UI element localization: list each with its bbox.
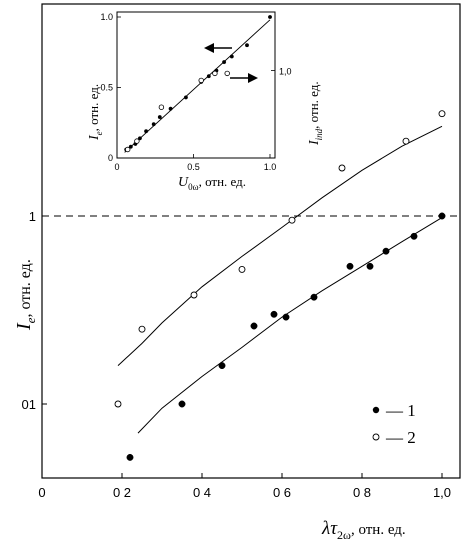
main-x-axis-symbol: λτ xyxy=(321,518,338,539)
data-point-series-1 xyxy=(126,453,134,461)
inset-fit-line xyxy=(124,19,271,153)
inset-x-axis-unit: , отн. ед. xyxy=(199,174,246,189)
main-y-axis-unit: , отн. ед. xyxy=(17,259,34,317)
inset-data-point-series-1 xyxy=(128,144,133,149)
inset-chart: 0 0.5 1.0 00.51.0 1,0 U0ω, отн. ед. Ie, от… xyxy=(86,11,324,192)
legend-label-2: — 2 xyxy=(385,428,416,447)
main-y-axis-title: Ie, отн. ед. xyxy=(13,259,38,331)
inset-x-axis-subscript: 0ω xyxy=(188,182,199,192)
legend: — 1 — 2 xyxy=(372,401,416,447)
data-point-series-2 xyxy=(438,110,446,118)
inset-data-point-series-2 xyxy=(158,104,165,110)
main-x-axis-title: λτ2ω, отн. ед. xyxy=(321,518,406,541)
main-fit-curves xyxy=(117,125,443,434)
main-data-points xyxy=(114,110,446,461)
inset-y-tick-label: 0.5 xyxy=(100,83,113,93)
data-point-series-1 xyxy=(178,400,186,408)
inset-data-point-series-1 xyxy=(151,122,156,127)
inset-data-point-series-1 xyxy=(268,15,272,19)
data-point-series-1 xyxy=(270,310,278,318)
inset-plot-frame xyxy=(116,11,276,159)
inset-data-point-series-2 xyxy=(212,70,218,77)
x-tick-label: 0 4 xyxy=(193,485,211,500)
data-point-series-1 xyxy=(438,212,446,220)
data-point-series-2 xyxy=(190,291,198,299)
inset-data-point-series-1 xyxy=(245,43,249,48)
x-tick-label: 0 2 xyxy=(113,485,131,500)
x-tick-label: 1,0 xyxy=(433,485,451,500)
arrow-right-icon xyxy=(230,73,258,83)
x-tick-label: 0 8 xyxy=(353,485,371,500)
inset-x-axis-symbol: U xyxy=(178,175,189,190)
data-point-series-2 xyxy=(114,400,122,408)
y-tick-label: 01 xyxy=(22,397,36,412)
inset-data-point-series-1 xyxy=(229,54,234,59)
arrow-left-icon xyxy=(204,43,232,53)
main-y-axis-subscript: e xyxy=(23,317,38,323)
inset-y-left-unit: , отн. ед. xyxy=(86,84,101,131)
y-tick-label: 1 xyxy=(29,209,36,224)
inset-y-right-symbol: I xyxy=(307,139,322,146)
inset-x-tick-label: 0 xyxy=(114,162,119,172)
inset-x-tick-label: 1.0 xyxy=(264,162,277,172)
legend-marker-1 xyxy=(372,406,380,414)
inset-x-axis-title: U0ω, отн. ед. xyxy=(178,174,246,192)
legend-label-1: — 1 xyxy=(385,401,416,420)
inset-y-axis-title-left: Ie, отн. ед. xyxy=(86,84,104,141)
inset-data-point-series-2 xyxy=(134,138,140,144)
inset-y-right-tick-label: 1,0 xyxy=(279,67,292,77)
inset-data-point-series-1 xyxy=(157,115,162,120)
inset-data-points xyxy=(124,15,272,153)
inset-y-axis-title-right: Iind, отн. ед. xyxy=(306,81,324,146)
inset-y-left-symbol: I xyxy=(87,134,102,141)
data-point-series-2 xyxy=(138,325,146,333)
x-tick-label: 0 6 xyxy=(273,485,291,500)
inset-y-ticks-left: 0 0.5 1.0 xyxy=(100,12,121,163)
main-x-axis-unit: , отн. ед. xyxy=(351,522,406,538)
data-point-series-1 xyxy=(410,232,418,240)
main-plot-frame xyxy=(41,3,461,479)
data-point-series-2 xyxy=(238,265,246,273)
inset-data-point-series-2 xyxy=(224,70,230,77)
inset-y-ticks-right: 1,0 xyxy=(271,67,292,77)
data-point-series-1 xyxy=(382,247,390,255)
data-point-series-1 xyxy=(250,322,258,330)
data-point-series-1 xyxy=(310,293,318,301)
data-point-series-1 xyxy=(346,262,354,270)
main-y-axis-symbol: I xyxy=(13,322,35,331)
legend-marker-2 xyxy=(372,433,380,441)
main-x-axis-subscript: 2ω xyxy=(337,528,351,541)
data-point-series-2 xyxy=(338,164,346,172)
inset-data-point-series-1 xyxy=(168,106,173,111)
inset-y-tick-label: 1.0 xyxy=(100,12,113,22)
inset-x-ticks: 0 0.5 1.0 xyxy=(114,154,276,172)
x-tick-label: 0 xyxy=(38,485,45,500)
fit-curve-series-2 xyxy=(117,125,443,366)
data-point-series-2 xyxy=(402,137,410,145)
main-y-ticks: 01 1 xyxy=(22,209,47,412)
inset-data-point-series-1 xyxy=(183,95,188,100)
inset-y-tick-label: 0 xyxy=(108,153,113,163)
main-x-ticks: 0 0 2 0 4 0 6 0 8 1,0 xyxy=(38,473,451,500)
inset-fit-line-path xyxy=(124,19,271,153)
inset-data-point-series-1 xyxy=(137,136,142,141)
inset-data-point-series-2 xyxy=(124,146,131,153)
data-point-series-1 xyxy=(282,313,290,321)
inset-data-point-series-1 xyxy=(222,60,227,65)
inset-y-right-unit: , отн. ед. xyxy=(306,81,321,128)
inset-data-point-series-1 xyxy=(206,74,211,79)
data-point-series-2 xyxy=(288,216,296,224)
inset-y-right-subscript: ind xyxy=(314,128,324,140)
data-point-series-1 xyxy=(366,262,374,270)
inset-data-point-series-2 xyxy=(198,77,204,84)
inset-data-point-series-1 xyxy=(144,129,149,134)
inset-y-left-subscript: e xyxy=(94,131,104,135)
data-point-series-1 xyxy=(218,362,226,370)
inset-x-tick-label: 0.5 xyxy=(187,162,200,172)
